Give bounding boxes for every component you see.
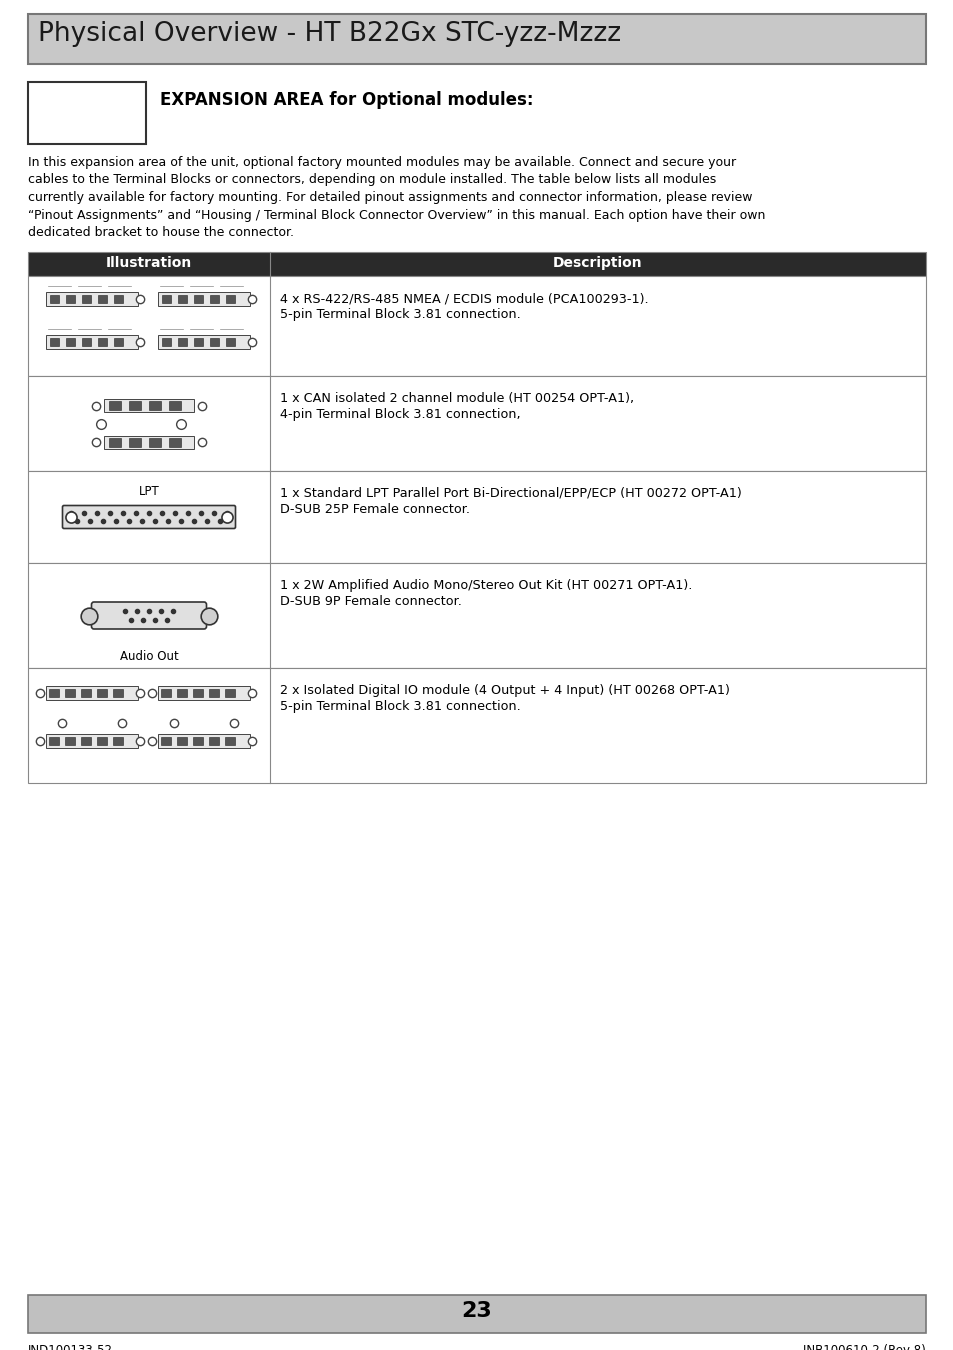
FancyBboxPatch shape — [91, 602, 206, 629]
Bar — [225, 737, 234, 745]
Text: 5-pin Terminal Block 3.81 connection.: 5-pin Terminal Block 3.81 connection. — [280, 701, 520, 713]
Text: 1 x 2W Amplified Audio Mono/Stereo Out Kit (HT 00271 OPT-A1).: 1 x 2W Amplified Audio Mono/Stereo Out K… — [280, 579, 692, 593]
Bar — [209, 688, 219, 697]
Bar — [49, 688, 59, 697]
Text: 1 x Standard LPT Parallel Port Bi-Directional/EPP/ECP (HT 00272 OPT-A1): 1 x Standard LPT Parallel Port Bi-Direct… — [280, 487, 741, 500]
Bar — [177, 737, 187, 745]
Bar — [28, 252, 925, 275]
Bar — [193, 688, 203, 697]
Text: D-SUB 9P Female connector.: D-SUB 9P Female connector. — [280, 595, 461, 608]
Bar — [226, 296, 234, 302]
Text: dedicated bracket to house the connector.: dedicated bracket to house the connector… — [28, 225, 294, 239]
Text: 4-pin Terminal Block 3.81 connection,: 4-pin Terminal Block 3.81 connection, — [280, 408, 520, 421]
Bar — [28, 14, 925, 63]
Bar — [225, 688, 234, 697]
Bar — [50, 296, 59, 302]
Bar — [109, 401, 121, 409]
Bar — [104, 398, 193, 412]
Bar — [66, 338, 75, 346]
Bar — [158, 734, 250, 748]
Bar — [28, 563, 925, 668]
Bar — [49, 737, 59, 745]
Text: D-SUB 25P Female connector.: D-SUB 25P Female connector. — [280, 504, 470, 516]
Bar — [158, 292, 250, 306]
Bar — [149, 437, 161, 447]
Bar — [98, 338, 107, 346]
Text: currently available for factory mounting. For detailed pinout assignments and co: currently available for factory mounting… — [28, 190, 752, 204]
Bar — [149, 401, 161, 409]
Text: IND100133-52: IND100133-52 — [28, 1345, 112, 1350]
Bar — [158, 335, 250, 350]
Bar — [129, 437, 141, 447]
Bar — [46, 292, 138, 306]
Bar — [210, 338, 219, 346]
Text: 23: 23 — [461, 1301, 492, 1322]
Bar — [193, 296, 203, 302]
Bar — [46, 734, 138, 748]
Text: EXPANSION AREA for Optional modules:: EXPANSION AREA for Optional modules: — [160, 90, 533, 109]
Bar — [81, 737, 91, 745]
Bar — [50, 338, 59, 346]
Bar — [46, 686, 138, 701]
Text: 2 x Isolated Digital IO module (4 Output + 4 Input) (HT 00268 OPT-A1): 2 x Isolated Digital IO module (4 Output… — [280, 684, 729, 697]
Bar — [81, 688, 91, 697]
Bar — [226, 338, 234, 346]
Bar — [28, 1295, 925, 1332]
Bar — [112, 737, 123, 745]
Text: Description: Description — [553, 256, 642, 270]
Bar — [178, 338, 187, 346]
Bar — [113, 338, 123, 346]
Bar — [193, 338, 203, 346]
Bar — [28, 471, 925, 563]
Text: LPT: LPT — [138, 485, 159, 498]
Text: 1 x CAN isolated 2 channel module (HT 00254 OPT-A1),: 1 x CAN isolated 2 channel module (HT 00… — [280, 392, 634, 405]
Bar — [209, 737, 219, 745]
Bar — [28, 377, 925, 471]
Bar — [97, 737, 107, 745]
Bar — [98, 296, 107, 302]
Text: “Pinout Assignments” and “Housing / Terminal Block Connector Overview” in this m: “Pinout Assignments” and “Housing / Term… — [28, 208, 764, 221]
Text: INB100610-2 (Rev 8): INB100610-2 (Rev 8) — [802, 1345, 925, 1350]
Bar — [65, 737, 75, 745]
Bar — [162, 296, 171, 302]
Text: Illustration: Illustration — [106, 256, 192, 270]
Bar — [112, 688, 123, 697]
Bar — [46, 335, 138, 350]
Bar — [169, 401, 181, 409]
Bar — [177, 688, 187, 697]
Bar — [82, 296, 91, 302]
Bar — [28, 275, 925, 377]
Bar — [97, 688, 107, 697]
Bar — [158, 686, 250, 701]
Text: Physical Overview - HT B22Gx STC-yzz-Mzzz: Physical Overview - HT B22Gx STC-yzz-Mzz… — [38, 22, 620, 47]
Bar — [113, 296, 123, 302]
Bar — [161, 737, 171, 745]
Bar — [82, 338, 91, 346]
Bar — [193, 737, 203, 745]
Bar — [66, 296, 75, 302]
FancyBboxPatch shape — [63, 505, 235, 528]
Text: Audio Out: Audio Out — [119, 649, 178, 663]
Bar — [161, 688, 171, 697]
Bar — [28, 82, 146, 144]
Bar — [109, 437, 121, 447]
Bar — [210, 296, 219, 302]
Bar — [65, 688, 75, 697]
Bar — [162, 338, 171, 346]
Bar — [104, 436, 193, 448]
Bar — [169, 437, 181, 447]
Bar — [178, 296, 187, 302]
Text: cables to the Terminal Blocks or connectors, depending on module installed. The : cables to the Terminal Blocks or connect… — [28, 174, 716, 186]
Text: In this expansion area of the unit, optional factory mounted modules may be avai: In this expansion area of the unit, opti… — [28, 157, 736, 169]
Bar — [129, 401, 141, 409]
Bar — [28, 668, 925, 783]
Text: 4 x RS-422/RS-485 NMEA / ECDIS module (PCA100293-1).: 4 x RS-422/RS-485 NMEA / ECDIS module (P… — [280, 292, 648, 305]
Text: 5-pin Terminal Block 3.81 connection.: 5-pin Terminal Block 3.81 connection. — [280, 308, 520, 321]
